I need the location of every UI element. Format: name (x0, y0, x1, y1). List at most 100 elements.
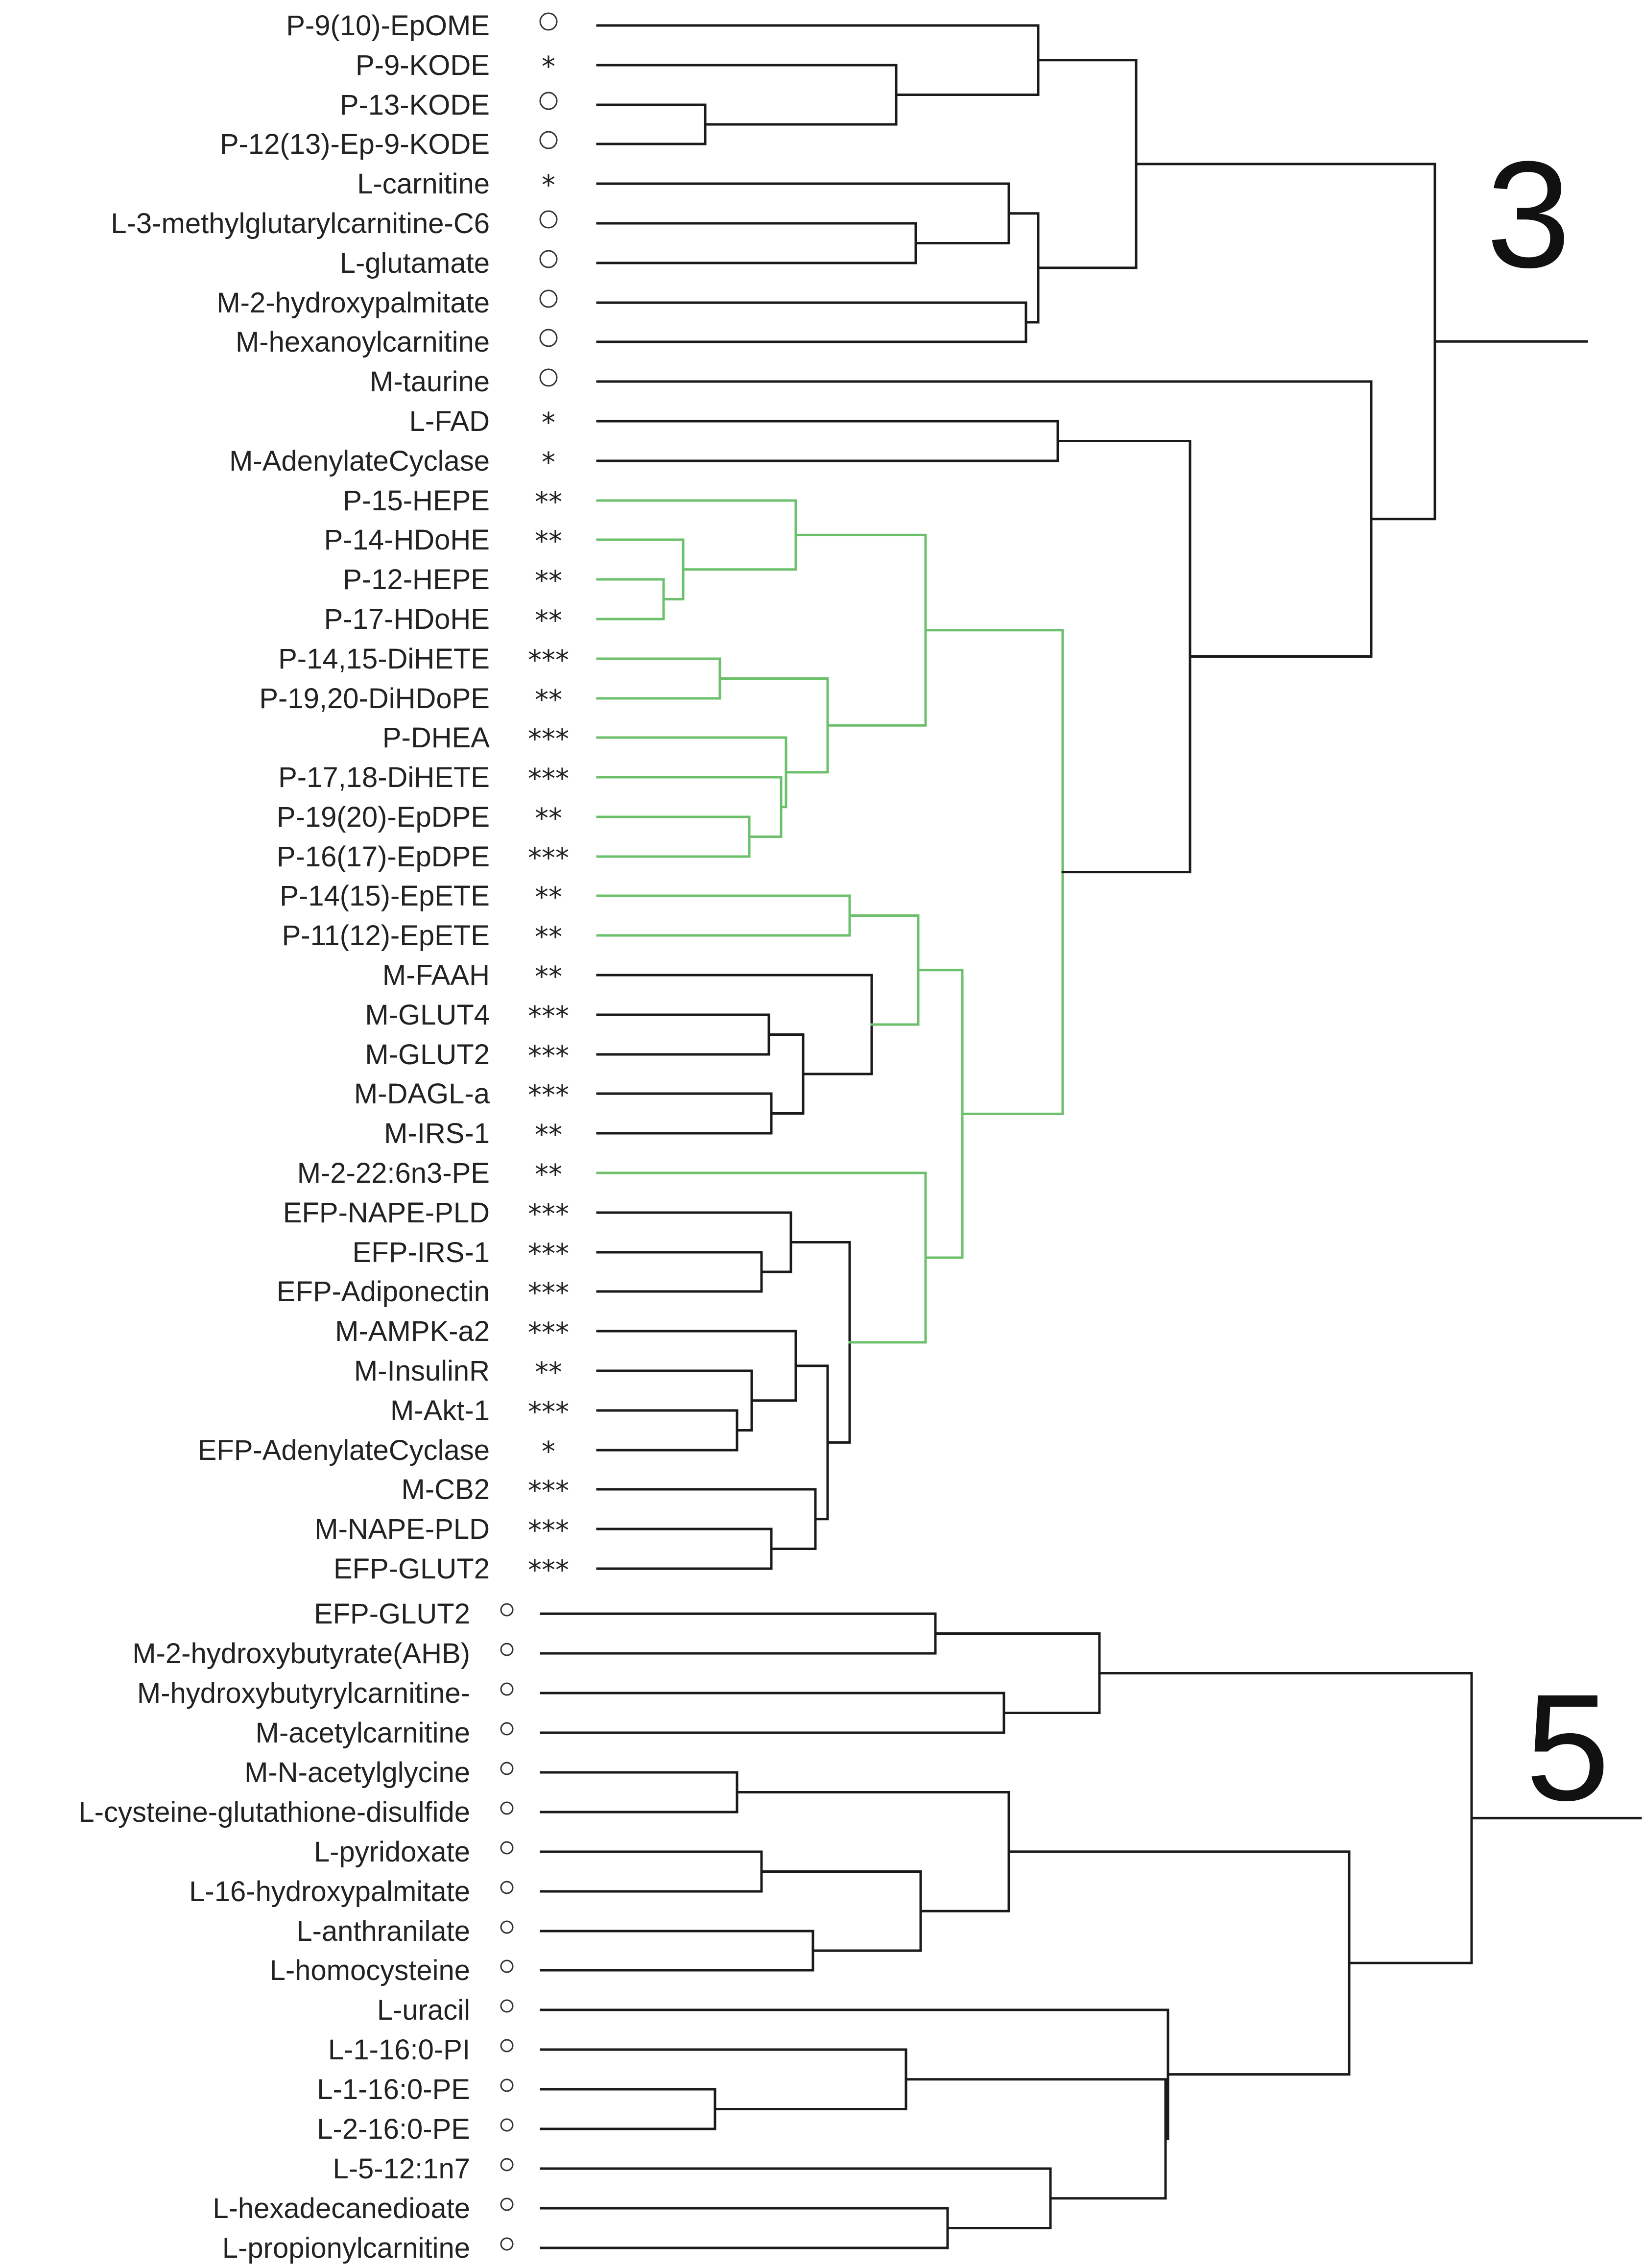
leaf-label: M-2-22:6n3-PE (297, 1157, 490, 1189)
dendrogram-branch (596, 301, 1027, 343)
significance-circle-icon (500, 1841, 514, 1855)
significance-circle-icon (500, 2197, 514, 2211)
significance-stars: ** (535, 684, 562, 716)
dendrogram-branch (540, 1692, 1005, 1734)
dendrogram-branch (596, 578, 665, 621)
leaf-label: L-5-12:1n7 (333, 2153, 470, 2185)
dendrogram-branch (718, 677, 829, 774)
dendrogram-branch (540, 2048, 907, 2110)
leaf-label: M-InsulinR (354, 1355, 490, 1387)
significance-circle-icon (500, 1959, 514, 1973)
dendrogram-branch (760, 1870, 922, 1952)
leaf-label: P-14(15)-EpETE (280, 880, 490, 912)
dendrogram-branch (596, 103, 707, 145)
dendrogram-branch (1007, 1850, 1351, 2076)
dendrogram-branch (540, 2207, 949, 2249)
leaf-label: P-14,15-DiHETE (278, 643, 490, 675)
leaf-label: P-DHEA (382, 722, 490, 754)
significance-stars: ** (535, 525, 562, 557)
dendrogram-branch (1037, 59, 1138, 269)
dendrogram-branch (540, 1850, 763, 1893)
dendrogram-branch (596, 894, 851, 937)
leaf-label: EFP-GLUT2 (314, 1598, 470, 1630)
dendrogram-branches (540, 24, 1642, 2249)
dendrogram-branch (596, 1330, 797, 1402)
dendrogram-branch (596, 1092, 773, 1135)
significance-circle-icon (539, 92, 558, 110)
significance-circle-icon (539, 12, 558, 31)
dendrogram-branch (540, 2008, 1169, 2140)
significance-stars: *** (528, 1515, 569, 1547)
significance-stars: *** (528, 645, 569, 676)
leaf-label: P-14-HDoHE (324, 524, 490, 556)
significance-stars: * (542, 407, 555, 439)
leaf-label: P-19(20)-EpDPE (277, 801, 490, 833)
significance-circle-icon (500, 1999, 514, 2013)
leaf-label: EFP-GLUT2 (333, 1553, 490, 1585)
significance-stars: * (542, 447, 555, 478)
leaf-label: M-GLUT2 (365, 1039, 490, 1071)
leaf-labels: P-9(10)-EpOME P-9-KODE * P-13-KODE P-12(13)-… (78, 10, 569, 2264)
leaf-label: P-9(10)-EpOME (286, 10, 490, 42)
significance-circle-icon (500, 1603, 514, 1617)
dendrogram-branch (596, 182, 1010, 244)
leaf-label: L-16-hydroxypalmitate (189, 1876, 470, 1908)
leaf-label: L-homocysteine (270, 1955, 470, 1986)
significance-stars: *** (528, 1079, 569, 1111)
dendrogram-branch (794, 1364, 829, 1521)
significance-stars: ** (535, 803, 562, 835)
dendrogram-branch (540, 2088, 716, 2130)
leaf-label: EFP-IRS-1 (353, 1237, 490, 1268)
leaf-label: L-pyridoxate (314, 1836, 470, 1868)
significance-circle-icon (500, 1682, 514, 1696)
significance-circle-icon (500, 2237, 514, 2251)
leaf-label: L-2-16:0-PE (317, 2113, 470, 2145)
cluster-label-3: 3 (1486, 129, 1571, 299)
dendrogram-branch (596, 538, 685, 600)
dendrogram-branch (596, 380, 1373, 658)
dendrogram-branch (1007, 212, 1040, 324)
leaf-label: M-2-hydroxypalmitate (216, 287, 490, 319)
leaf-label: M-CB2 (402, 1474, 490, 1505)
significance-stars: ** (535, 486, 562, 518)
significance-circle-icon (500, 1762, 514, 1775)
dendrogram-branch (540, 1930, 814, 1972)
leaf-label: P-13-KODE (340, 89, 490, 121)
leaf-label: L-uracil (377, 1994, 470, 2026)
significance-stars: ** (535, 1119, 562, 1151)
dendrogram-branch (596, 24, 1040, 96)
significance-stars: *** (528, 1277, 569, 1309)
dendrogram-branch (736, 1791, 1010, 1912)
significance-stars: ** (535, 565, 562, 597)
significance-stars: *** (528, 1317, 569, 1349)
dendrogram-branch (596, 1251, 763, 1293)
significance-stars: *** (528, 1238, 569, 1270)
significance-stars: *** (528, 842, 569, 874)
leaf-label: M-taurine (370, 366, 490, 398)
significance-circle-icon (500, 2118, 514, 2132)
leaf-label: M-AMPK-a2 (335, 1315, 490, 1347)
dendrogram-branch (596, 657, 721, 700)
leaf-label: P-11(12)-EpETE (282, 920, 490, 952)
significance-stars: *** (528, 1396, 569, 1428)
leaf-label: M-DAGL-a (354, 1078, 490, 1110)
dendrogram-branch (596, 222, 917, 264)
dendrogram-branch (596, 420, 1059, 462)
dendrogram-branch (596, 64, 898, 126)
leaf-label: P-19,20-DiHDoPE (259, 683, 490, 715)
significance-circle-icon (500, 1801, 514, 1815)
dendrogram-branch (596, 736, 787, 809)
dendrogram-branch (794, 533, 927, 727)
leaf-label: M-NAPE-PLD (314, 1513, 490, 1545)
leaf-label: P-17,18-DiHETE (278, 762, 490, 793)
dendrogram-branch (540, 1771, 738, 1814)
significance-stars: ** (535, 961, 562, 993)
significance-circle-icon (500, 1881, 514, 1894)
dendrogram-branch (905, 2078, 1167, 2200)
leaf-label: P-15-HEPE (343, 485, 490, 517)
leaf-label: M-2-hydroxybutyrate(AHB) (132, 1638, 470, 1670)
dendrogram-branch (1135, 163, 1436, 521)
significance-stars: * (542, 1436, 555, 1468)
leaf-label: L-1-16:0-PE (317, 2074, 470, 2105)
significance-circle-icon (500, 1920, 514, 1934)
